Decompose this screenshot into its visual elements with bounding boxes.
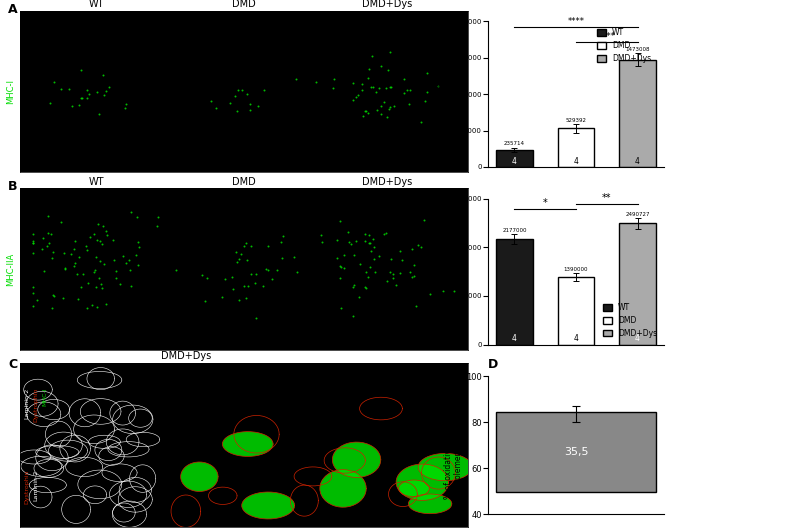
- Text: DMD+Dys: DMD+Dys: [161, 351, 211, 361]
- Bar: [496, 238, 533, 344]
- Text: 4: 4: [512, 334, 517, 343]
- Text: 35,5: 35,5: [564, 447, 588, 457]
- Ellipse shape: [222, 431, 273, 456]
- Text: 235714: 235714: [504, 142, 525, 146]
- Text: ****: ****: [598, 31, 615, 40]
- Bar: [558, 128, 594, 167]
- Text: 4: 4: [635, 157, 640, 166]
- Bar: [619, 224, 656, 344]
- Ellipse shape: [320, 470, 366, 507]
- Text: Dystrophin: Dystrophin: [34, 388, 38, 422]
- Text: DMD+Dys: DMD+Dys: [362, 0, 413, 9]
- Text: WT: WT: [89, 176, 104, 187]
- Text: 2177000: 2177000: [502, 228, 526, 233]
- Text: MHC-I: MHC-I: [6, 79, 15, 104]
- Y-axis label: Type I fiber CSA (µm²): Type I fiber CSA (µm²): [438, 52, 447, 136]
- Legend: WT, DMD, DMD+Dys: WT, DMD, DMD+Dys: [600, 300, 660, 341]
- Text: 4: 4: [635, 334, 640, 343]
- Bar: [558, 277, 594, 344]
- Text: Laminin-2: Laminin-2: [25, 388, 30, 419]
- Ellipse shape: [181, 462, 218, 491]
- Text: DMD+Dys: DMD+Dys: [362, 176, 413, 187]
- Ellipse shape: [396, 464, 449, 500]
- Text: *: *: [543, 198, 548, 208]
- Y-axis label: % of oxidative fibers among
supplemented-fibers (%): % of oxidative fibers among supplemented…: [444, 392, 463, 499]
- Text: 1473008: 1473008: [626, 47, 650, 52]
- Text: ****: ****: [567, 17, 585, 26]
- Y-axis label: Type IIA fiber CSA (µm²): Type IIA fiber CSA (µm²): [438, 226, 447, 317]
- Text: 4: 4: [574, 157, 578, 166]
- Text: Laminin-2: Laminin-2: [34, 470, 38, 501]
- Text: 2490727: 2490727: [626, 211, 650, 217]
- Bar: [496, 150, 533, 167]
- Ellipse shape: [332, 442, 381, 478]
- Text: 4: 4: [512, 157, 517, 166]
- Ellipse shape: [242, 492, 294, 519]
- Legend: WT, DMD, DMD+Dys: WT, DMD, DMD+Dys: [594, 25, 654, 66]
- Text: Dystrophin: Dystrophin: [25, 470, 30, 505]
- Text: DMD: DMD: [232, 176, 256, 187]
- Text: DMD: DMD: [232, 0, 256, 9]
- Text: WT: WT: [89, 0, 104, 9]
- Text: D: D: [488, 358, 498, 371]
- Text: 1390000: 1390000: [564, 267, 588, 272]
- Ellipse shape: [418, 453, 472, 481]
- Ellipse shape: [398, 480, 430, 497]
- Bar: [496, 412, 656, 492]
- Text: B: B: [8, 180, 18, 193]
- Text: MHC-IIA: MHC-IIA: [6, 252, 15, 286]
- Text: 4: 4: [574, 334, 578, 343]
- Bar: [619, 59, 656, 167]
- Text: 529392: 529392: [566, 118, 586, 123]
- Text: C: C: [8, 358, 17, 371]
- Text: **: **: [602, 192, 611, 202]
- Ellipse shape: [408, 494, 452, 514]
- Text: A: A: [8, 3, 18, 16]
- Text: MHC-I: MHC-I: [42, 388, 47, 407]
